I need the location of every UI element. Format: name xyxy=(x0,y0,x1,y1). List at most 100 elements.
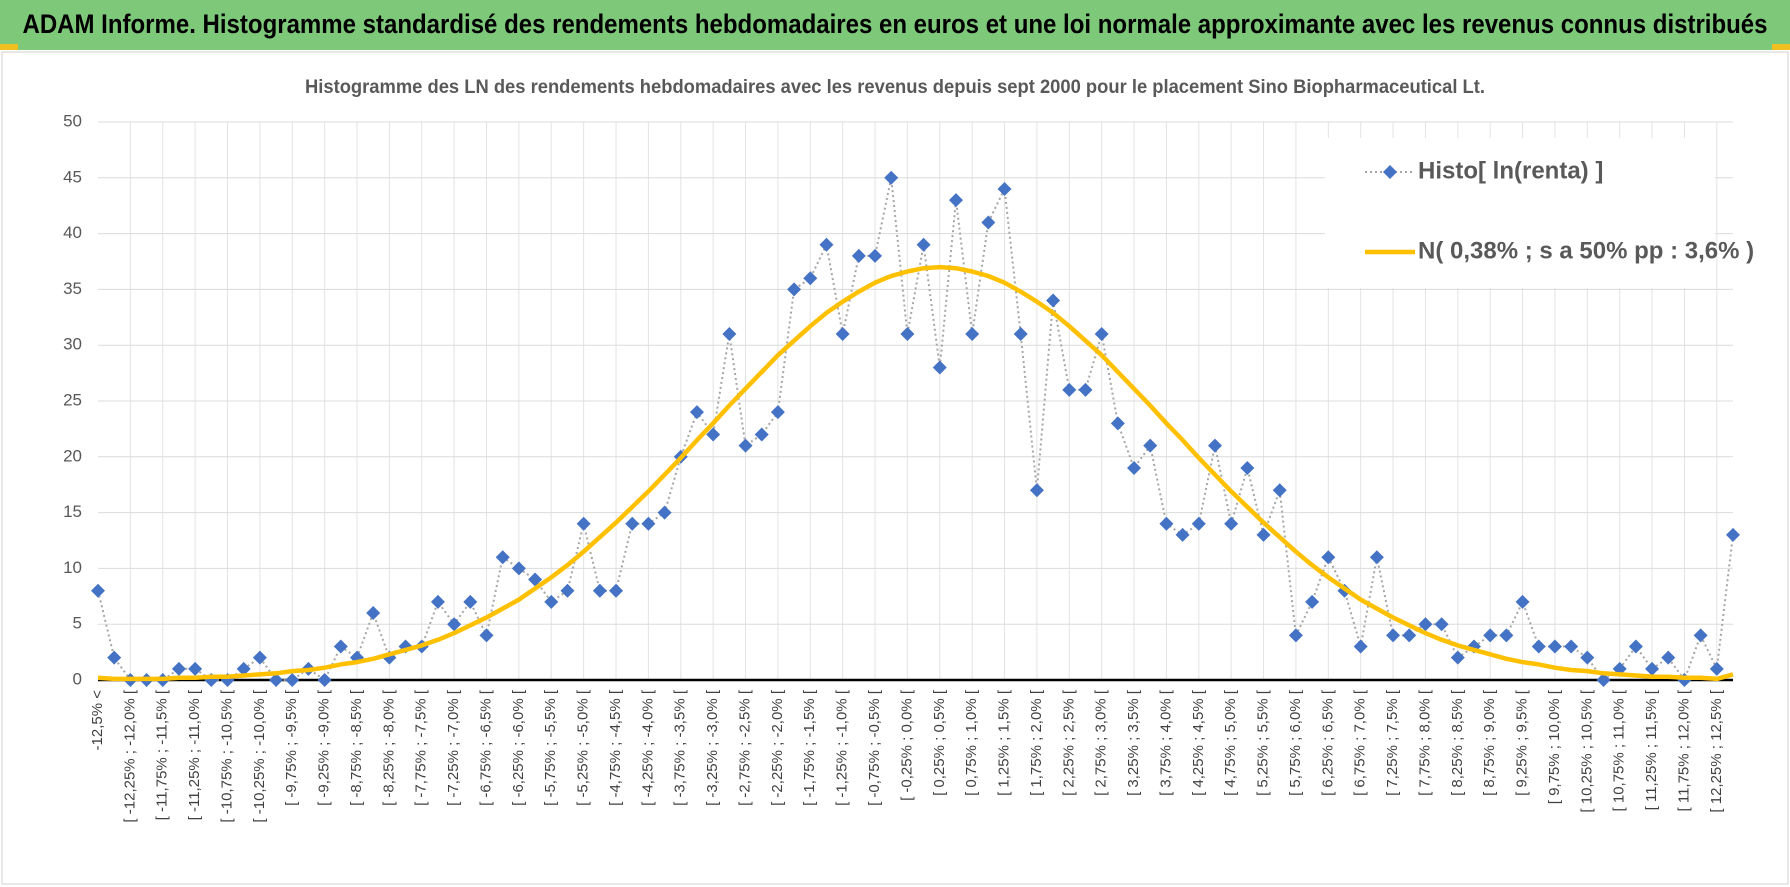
data-point xyxy=(1175,527,1190,542)
x-tick-label: -12,5% < xyxy=(89,690,106,751)
x-tick-label: [ 10,25% ; 10,5% [ xyxy=(1578,689,1595,812)
data-point xyxy=(1434,617,1449,632)
x-tick-label: [ -2,25% ; -2,0% [ xyxy=(769,689,786,806)
grid: 0 5 10 15 20 25 30 35 40 45 50 -12,5% < [ -12,25% ; … xyxy=(63,111,1733,823)
x-tick-label: [ -8,75% ; -8,5% [ xyxy=(348,689,365,806)
data-point xyxy=(1580,650,1595,665)
data-point xyxy=(252,650,267,665)
data-point xyxy=(738,438,753,453)
data-point xyxy=(706,427,721,442)
data-point xyxy=(900,327,915,342)
corner xyxy=(1772,44,1790,50)
chart-title: Histogramme des LN des rendements hebdom… xyxy=(305,77,1485,98)
data-point xyxy=(1143,438,1158,453)
data-point xyxy=(511,561,526,576)
data-point xyxy=(722,327,737,342)
data-point xyxy=(1547,639,1562,654)
x-tick-label: [ 1,75% ; 2,0% [ xyxy=(1028,689,1045,796)
data-point xyxy=(1499,628,1514,643)
x-tick-label: [ -11,75% ; -11,5% [ xyxy=(154,689,171,820)
data-point xyxy=(1402,628,1417,643)
data-point xyxy=(479,628,494,643)
legend-label: N( 0,38% ; s a 50% pp : 3,6% ) xyxy=(1418,237,1754,264)
x-tick-label: [ -12,25% ; -12,0% [ xyxy=(121,689,138,822)
x-tick-label: [ -1,75% ; -1,5% [ xyxy=(801,689,818,806)
y-tick-label: 40 xyxy=(63,223,82,242)
x-tick-label: [ -7,25% ; -7,0% [ xyxy=(445,689,462,806)
x-tick-label: [ 6,75% ; 7,0% [ xyxy=(1352,689,1369,796)
data-point xyxy=(1159,516,1174,531)
data-point xyxy=(1078,382,1093,397)
data-point xyxy=(689,405,704,420)
data-point xyxy=(981,215,996,230)
data-point xyxy=(1515,594,1530,609)
y-tick-label: 5 xyxy=(73,614,82,633)
data-point xyxy=(1661,650,1676,665)
data-point xyxy=(916,237,931,252)
data-point xyxy=(1369,550,1384,565)
data-point xyxy=(188,661,203,676)
data-point xyxy=(592,583,607,598)
x-tick-label: [ 8,25% ; 8,5% [ xyxy=(1449,689,1466,796)
data-point xyxy=(1531,639,1546,654)
data-point xyxy=(285,673,300,687)
page-title: ADAM Informe. Histogramme standardisé de… xyxy=(23,9,1768,39)
x-tick-label: [ 8,75% ; 9,0% [ xyxy=(1481,689,1498,796)
data-point xyxy=(997,181,1012,196)
x-tick-label: [ 3,25% ; 3,5% [ xyxy=(1125,689,1142,796)
x-tick-label: [ -2,75% ; -2,5% [ xyxy=(736,689,753,806)
y-tick-label: 25 xyxy=(63,390,82,409)
x-tick-label: [ -0,75% ; -0,5% [ xyxy=(866,689,883,806)
x-tick-label: [ 11,25% ; 11,5% [ xyxy=(1643,689,1660,810)
data-point xyxy=(1094,327,1109,342)
data-point xyxy=(819,237,834,252)
data-point xyxy=(1272,483,1287,498)
legend-box xyxy=(1325,138,1715,288)
x-tick-label: [ -9,25% ; -9,0% [ xyxy=(316,689,333,806)
data-point xyxy=(1709,661,1724,676)
data-point xyxy=(1029,483,1044,498)
x-tick-label: [ 9,25% ; 9,5% [ xyxy=(1514,689,1531,796)
y-tick-label: 15 xyxy=(63,502,82,521)
data-point xyxy=(1288,628,1303,643)
data-point xyxy=(463,594,478,609)
x-tick-label: [ -6,75% ; -6,5% [ xyxy=(477,689,494,806)
series-line xyxy=(97,264,1734,682)
y-tick-label: 0 xyxy=(73,669,82,688)
x-tick-label: [ -6,25% ; -6,0% [ xyxy=(510,689,527,806)
data-point xyxy=(1256,527,1271,542)
data-point xyxy=(948,193,963,208)
data-point xyxy=(560,583,575,598)
data-point xyxy=(609,583,624,598)
data-point xyxy=(1046,293,1061,308)
data-point xyxy=(171,661,186,676)
data-point xyxy=(1127,460,1142,475)
data-point xyxy=(528,572,543,587)
data-point xyxy=(495,550,510,565)
data-point xyxy=(544,594,559,609)
x-tick-label: [ 12,25% ; 12,5% [ xyxy=(1708,689,1725,812)
data-point xyxy=(1013,327,1028,342)
data-point xyxy=(430,594,445,609)
x-tick-label: [ -5,75% ; -5,5% [ xyxy=(542,689,559,806)
data-point xyxy=(787,282,802,297)
data-point xyxy=(1305,594,1320,609)
y-tick-label: 45 xyxy=(63,167,82,186)
legend: Histo[ ln(renta) ] N( 0,38% ; s a 50% pp … xyxy=(1325,138,1754,288)
data-point xyxy=(1628,639,1643,654)
data-point xyxy=(1483,628,1498,643)
data-point xyxy=(1645,661,1660,676)
data-point xyxy=(1693,628,1708,643)
x-tick-label: [ 2,75% ; 3,0% [ xyxy=(1093,689,1110,796)
data-point xyxy=(657,505,672,520)
data-point xyxy=(1726,527,1740,542)
data-point xyxy=(641,516,656,531)
data-point xyxy=(269,673,284,687)
x-tick-label: [ 3,75% ; 4,0% [ xyxy=(1157,689,1174,796)
data-point xyxy=(965,327,980,342)
x-tick-label: [ 0,25% ; 0,5% [ xyxy=(931,689,948,796)
data-point xyxy=(1224,516,1239,531)
data-point xyxy=(884,170,899,185)
data-point xyxy=(1450,650,1465,665)
data-point xyxy=(236,661,251,676)
